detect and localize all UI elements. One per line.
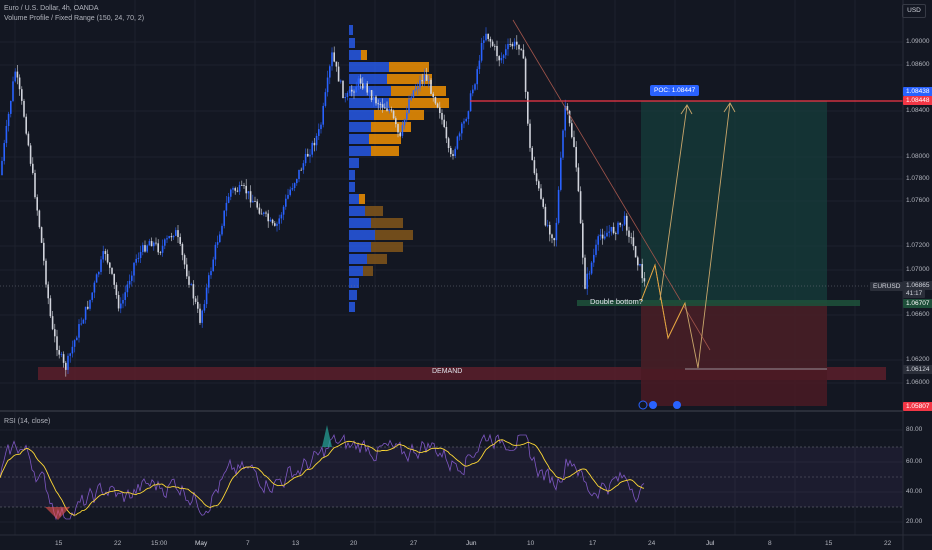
time-tick: 22: [114, 540, 122, 547]
time-tick: May: [195, 540, 208, 547]
stop-price-tag: 1.05807: [903, 402, 932, 411]
double-bottom-zone[interactable]: [577, 300, 860, 306]
volume-profile: [349, 25, 449, 312]
currency-button[interactable]: USD: [902, 4, 926, 18]
resistance-price-tag: 1.08448: [903, 96, 932, 105]
price-tick: 1.09000: [906, 38, 930, 45]
indicator-legend[interactable]: Volume Profile / Fixed Range (150, 24, 7…: [4, 15, 145, 22]
rsi-indicator: [0, 425, 645, 521]
time-tick: 15:00: [151, 540, 168, 547]
demand-label[interactable]: DEMAND: [432, 368, 463, 375]
time-tick: 27: [410, 540, 418, 547]
symbol-legend[interactable]: Euro / U.S. Dollar, 4h, OANDA: [4, 5, 99, 12]
time-tick: 24: [648, 540, 656, 547]
rsi-tick: 60.00: [906, 458, 923, 465]
time-tick: 10: [527, 540, 535, 547]
time-tick: 20: [350, 540, 358, 547]
bar-countdown-tag: 41:17: [903, 289, 926, 298]
rsi-tick: 20.00: [906, 518, 923, 525]
price-tick: 1.08600: [906, 61, 930, 68]
price-tick: 1.08400: [906, 107, 930, 114]
price-candles: [1, 27, 646, 377]
time-tick: 15: [825, 540, 833, 547]
time-tick: Jul: [706, 540, 715, 547]
flash-event-icon[interactable]: [638, 400, 648, 410]
price-tick: 1.08000: [906, 153, 930, 160]
arrow-head-a-icon: [680, 104, 693, 115]
last-price-tag: 1.06865: [903, 281, 932, 290]
symbol-tag: EURUSD: [870, 282, 904, 291]
price-tick: 1.07800: [906, 175, 930, 182]
time-tick: 13: [292, 540, 300, 547]
poc-price-tag: 1.08438: [903, 87, 932, 96]
stop-zone[interactable]: [641, 303, 827, 406]
time-tick: Jun: [466, 540, 477, 547]
projection-zigzag[interactable]: [640, 263, 686, 340]
rsi-legend[interactable]: RSI (14, close): [4, 418, 51, 425]
price-tick: 1.07200: [906, 242, 930, 249]
time-tick: 17: [589, 540, 597, 547]
price-tick: 1.06600: [906, 311, 930, 318]
rsi-tick: 40.00: [906, 488, 923, 495]
poc-label[interactable]: POC: 1.08447: [650, 85, 700, 96]
double-bottom-price-tag: 1.06707: [903, 299, 932, 308]
price-tick: 1.07000: [906, 266, 930, 273]
projection-path-a[interactable]: [659, 105, 688, 301]
rsi-band: [0, 447, 903, 507]
price-tick: 1.06000: [906, 379, 930, 386]
price-tick: 1.06200: [906, 356, 930, 363]
price-tick: 1.07600: [906, 197, 930, 204]
economic-event-icon-2[interactable]: [673, 401, 681, 409]
time-tick: 7: [246, 540, 250, 547]
target-price-tag: 1.06124: [903, 365, 932, 374]
double-bottom-label[interactable]: Double bottom?: [590, 297, 643, 306]
time-tick: 22: [884, 540, 892, 547]
rsi-tick: 80.00: [906, 426, 923, 433]
arrow-head-b-icon: [723, 102, 736, 113]
time-tick: 8: [768, 540, 772, 547]
economic-event-icon[interactable]: [649, 401, 657, 409]
trend-line[interactable]: [512, 19, 711, 351]
time-tick: 15: [55, 540, 63, 547]
